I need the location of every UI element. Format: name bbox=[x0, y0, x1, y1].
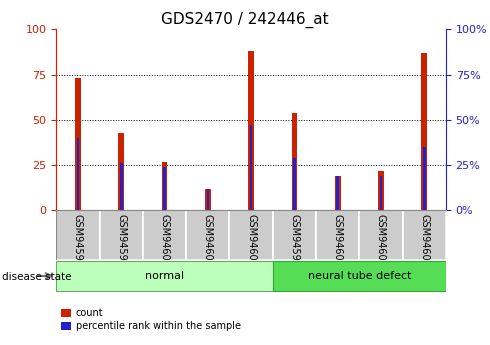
Text: neural tube defect: neural tube defect bbox=[308, 271, 411, 281]
Bar bbox=[293, 158, 295, 210]
Legend: count, percentile rank within the sample: count, percentile rank within the sample bbox=[61, 308, 241, 332]
Bar bbox=[335, 176, 341, 210]
Text: GSM94601: GSM94601 bbox=[376, 215, 386, 267]
Bar bbox=[378, 170, 384, 210]
Bar bbox=[162, 161, 168, 210]
Bar bbox=[250, 125, 252, 210]
Text: disease state: disease state bbox=[2, 273, 72, 282]
Bar bbox=[403, 210, 446, 260]
Bar bbox=[120, 163, 122, 210]
Bar bbox=[229, 210, 273, 260]
Bar bbox=[248, 51, 254, 210]
Bar bbox=[186, 210, 229, 260]
Bar bbox=[207, 189, 209, 210]
Bar bbox=[359, 210, 403, 260]
Text: GDS2470 / 242446_at: GDS2470 / 242446_at bbox=[161, 12, 329, 28]
Bar bbox=[380, 176, 382, 210]
Bar bbox=[337, 176, 339, 210]
Bar bbox=[77, 138, 79, 210]
Bar bbox=[423, 147, 425, 210]
Text: GSM94603: GSM94603 bbox=[160, 215, 170, 267]
Bar bbox=[143, 210, 186, 260]
Text: GSM94597: GSM94597 bbox=[290, 215, 299, 267]
Bar bbox=[99, 210, 143, 260]
Bar bbox=[273, 261, 446, 291]
Bar bbox=[75, 78, 81, 210]
Text: GSM94598: GSM94598 bbox=[73, 215, 83, 267]
Bar bbox=[316, 210, 359, 260]
Bar bbox=[56, 261, 273, 291]
Text: GSM94602: GSM94602 bbox=[419, 215, 429, 267]
Bar bbox=[119, 132, 124, 210]
Bar bbox=[163, 167, 166, 210]
Text: GSM94605: GSM94605 bbox=[246, 215, 256, 267]
Bar bbox=[292, 112, 297, 210]
Bar bbox=[56, 210, 99, 260]
Text: normal: normal bbox=[145, 271, 184, 281]
Text: GSM94604: GSM94604 bbox=[203, 215, 213, 267]
Bar bbox=[273, 210, 316, 260]
Bar bbox=[205, 189, 211, 210]
Text: GSM94599: GSM94599 bbox=[116, 215, 126, 267]
Text: GSM94600: GSM94600 bbox=[333, 215, 343, 267]
Bar bbox=[421, 53, 427, 210]
